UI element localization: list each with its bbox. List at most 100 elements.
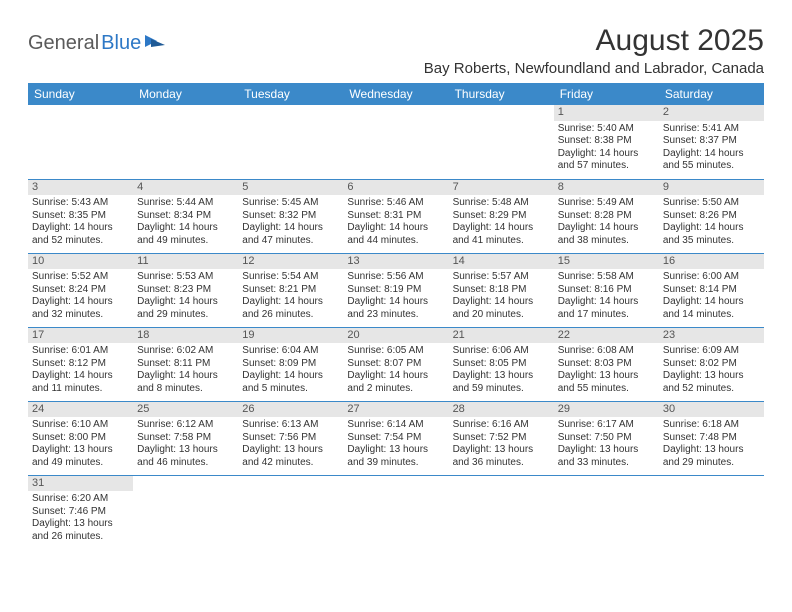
cell-line: Sunrise: 6:01 AM <box>32 345 129 358</box>
cell-line: Sunset: 7:54 PM <box>347 432 444 445</box>
cell-line: and 36 minutes. <box>453 457 550 470</box>
cell-line: Daylight: 13 hours <box>137 444 234 457</box>
cell-line: and 42 minutes. <box>242 457 339 470</box>
cell-line: Daylight: 14 hours <box>663 148 760 161</box>
calendar-cell: 22Sunrise: 6:08 AMSunset: 8:03 PMDayligh… <box>554 327 659 401</box>
cell-line: Sunset: 8:11 PM <box>137 358 234 371</box>
cell-line: and 33 minutes. <box>558 457 655 470</box>
cell-line: Sunset: 8:38 PM <box>558 135 655 148</box>
cell-line: and 55 minutes. <box>558 383 655 396</box>
day-number: 15 <box>554 254 659 270</box>
cell-line: and 14 minutes. <box>663 309 760 322</box>
cell-line: Sunrise: 5:48 AM <box>453 197 550 210</box>
calendar-cell: 9Sunrise: 5:50 AMSunset: 8:26 PMDaylight… <box>659 179 764 253</box>
cell-line: Sunrise: 5:45 AM <box>242 197 339 210</box>
cell-line: Daylight: 14 hours <box>32 296 129 309</box>
calendar-week-row: 17Sunrise: 6:01 AMSunset: 8:12 PMDayligh… <box>28 327 764 401</box>
cell-line: Daylight: 14 hours <box>453 296 550 309</box>
day-number: 7 <box>449 180 554 196</box>
day-number: 22 <box>554 328 659 344</box>
calendar-cell: 30Sunrise: 6:18 AMSunset: 7:48 PMDayligh… <box>659 401 764 475</box>
calendar-cell: 11Sunrise: 5:53 AMSunset: 8:23 PMDayligh… <box>133 253 238 327</box>
day-number: 6 <box>343 180 448 196</box>
cell-line: and 38 minutes. <box>558 235 655 248</box>
day-number <box>238 476 343 492</box>
cell-line: Daylight: 13 hours <box>453 370 550 383</box>
day-number: 14 <box>449 254 554 270</box>
cell-line: Daylight: 14 hours <box>242 296 339 309</box>
day-number: 5 <box>238 180 343 196</box>
cell-line: Daylight: 14 hours <box>137 222 234 235</box>
cell-line: Daylight: 14 hours <box>558 296 655 309</box>
cell-line: Sunrise: 5:49 AM <box>558 197 655 210</box>
cell-line: Daylight: 14 hours <box>32 222 129 235</box>
cell-line: Sunset: 8:31 PM <box>347 210 444 223</box>
calendar-cell: 4Sunrise: 5:44 AMSunset: 8:34 PMDaylight… <box>133 179 238 253</box>
cell-line: Sunset: 8:37 PM <box>663 135 760 148</box>
cell-line: Sunset: 8:03 PM <box>558 358 655 371</box>
day-number: 29 <box>554 402 659 418</box>
cell-line: Sunrise: 6:09 AM <box>663 345 760 358</box>
cell-line: Daylight: 14 hours <box>347 370 444 383</box>
logo: GeneralBlue <box>28 32 167 55</box>
cell-line: Sunrise: 5:53 AM <box>137 271 234 284</box>
day-number: 3 <box>28 180 133 196</box>
weekday-header: Thursday <box>449 83 554 105</box>
cell-line: Daylight: 13 hours <box>558 370 655 383</box>
day-number: 10 <box>28 254 133 270</box>
day-number <box>449 476 554 492</box>
cell-line: and 2 minutes. <box>347 383 444 396</box>
cell-line: and 17 minutes. <box>558 309 655 322</box>
cell-line: Sunset: 8:19 PM <box>347 284 444 297</box>
cell-line: Sunrise: 6:04 AM <box>242 345 339 358</box>
cell-line: Sunrise: 5:46 AM <box>347 197 444 210</box>
calendar-cell <box>449 105 554 179</box>
calendar-cell: 14Sunrise: 5:57 AMSunset: 8:18 PMDayligh… <box>449 253 554 327</box>
cell-line: Sunrise: 5:40 AM <box>558 123 655 136</box>
cell-line: Sunset: 7:58 PM <box>137 432 234 445</box>
cell-line: Sunset: 8:02 PM <box>663 358 760 371</box>
calendar-cell <box>659 475 764 549</box>
cell-line: Sunrise: 5:57 AM <box>453 271 550 284</box>
calendar-week-row: 1Sunrise: 5:40 AMSunset: 8:38 PMDaylight… <box>28 105 764 179</box>
cell-line: Daylight: 13 hours <box>242 444 339 457</box>
cell-line: Sunset: 8:16 PM <box>558 284 655 297</box>
calendar-page: GeneralBlue August 2025 Bay Roberts, New… <box>0 0 792 559</box>
cell-line: Sunset: 7:50 PM <box>558 432 655 445</box>
cell-line: and 20 minutes. <box>453 309 550 322</box>
cell-line: Daylight: 14 hours <box>137 370 234 383</box>
cell-line: and 55 minutes. <box>663 160 760 173</box>
day-number: 30 <box>659 402 764 418</box>
day-number: 11 <box>133 254 238 270</box>
cell-line: Sunrise: 6:12 AM <box>137 419 234 432</box>
weekday-header: Friday <box>554 83 659 105</box>
cell-line: Sunset: 7:56 PM <box>242 432 339 445</box>
cell-line: and 49 minutes. <box>32 457 129 470</box>
calendar-cell: 3Sunrise: 5:43 AMSunset: 8:35 PMDaylight… <box>28 179 133 253</box>
cell-line: and 44 minutes. <box>347 235 444 248</box>
cell-line: and 52 minutes. <box>663 383 760 396</box>
day-number <box>659 476 764 492</box>
calendar-week-row: 10Sunrise: 5:52 AMSunset: 8:24 PMDayligh… <box>28 253 764 327</box>
cell-line: and 32 minutes. <box>32 309 129 322</box>
day-number <box>133 476 238 492</box>
day-number <box>343 476 448 492</box>
cell-line: Daylight: 14 hours <box>453 222 550 235</box>
calendar-header-row: SundayMondayTuesdayWednesdayThursdayFrid… <box>28 83 764 105</box>
cell-line: and 26 minutes. <box>32 531 129 544</box>
cell-line: Sunrise: 5:44 AM <box>137 197 234 210</box>
cell-line: Daylight: 14 hours <box>663 222 760 235</box>
cell-line: Sunrise: 5:43 AM <box>32 197 129 210</box>
title-block: August 2025 Bay Roberts, Newfoundland an… <box>424 24 764 77</box>
cell-line: Sunrise: 5:56 AM <box>347 271 444 284</box>
day-number <box>28 105 133 121</box>
calendar-cell: 18Sunrise: 6:02 AMSunset: 8:11 PMDayligh… <box>133 327 238 401</box>
cell-line: Sunset: 7:52 PM <box>453 432 550 445</box>
calendar-cell <box>133 475 238 549</box>
cell-line: and 11 minutes. <box>32 383 129 396</box>
cell-line: and 39 minutes. <box>347 457 444 470</box>
cell-line: Daylight: 13 hours <box>32 444 129 457</box>
cell-line: Sunrise: 6:17 AM <box>558 419 655 432</box>
cell-line: Daylight: 14 hours <box>32 370 129 383</box>
cell-line: and 59 minutes. <box>453 383 550 396</box>
